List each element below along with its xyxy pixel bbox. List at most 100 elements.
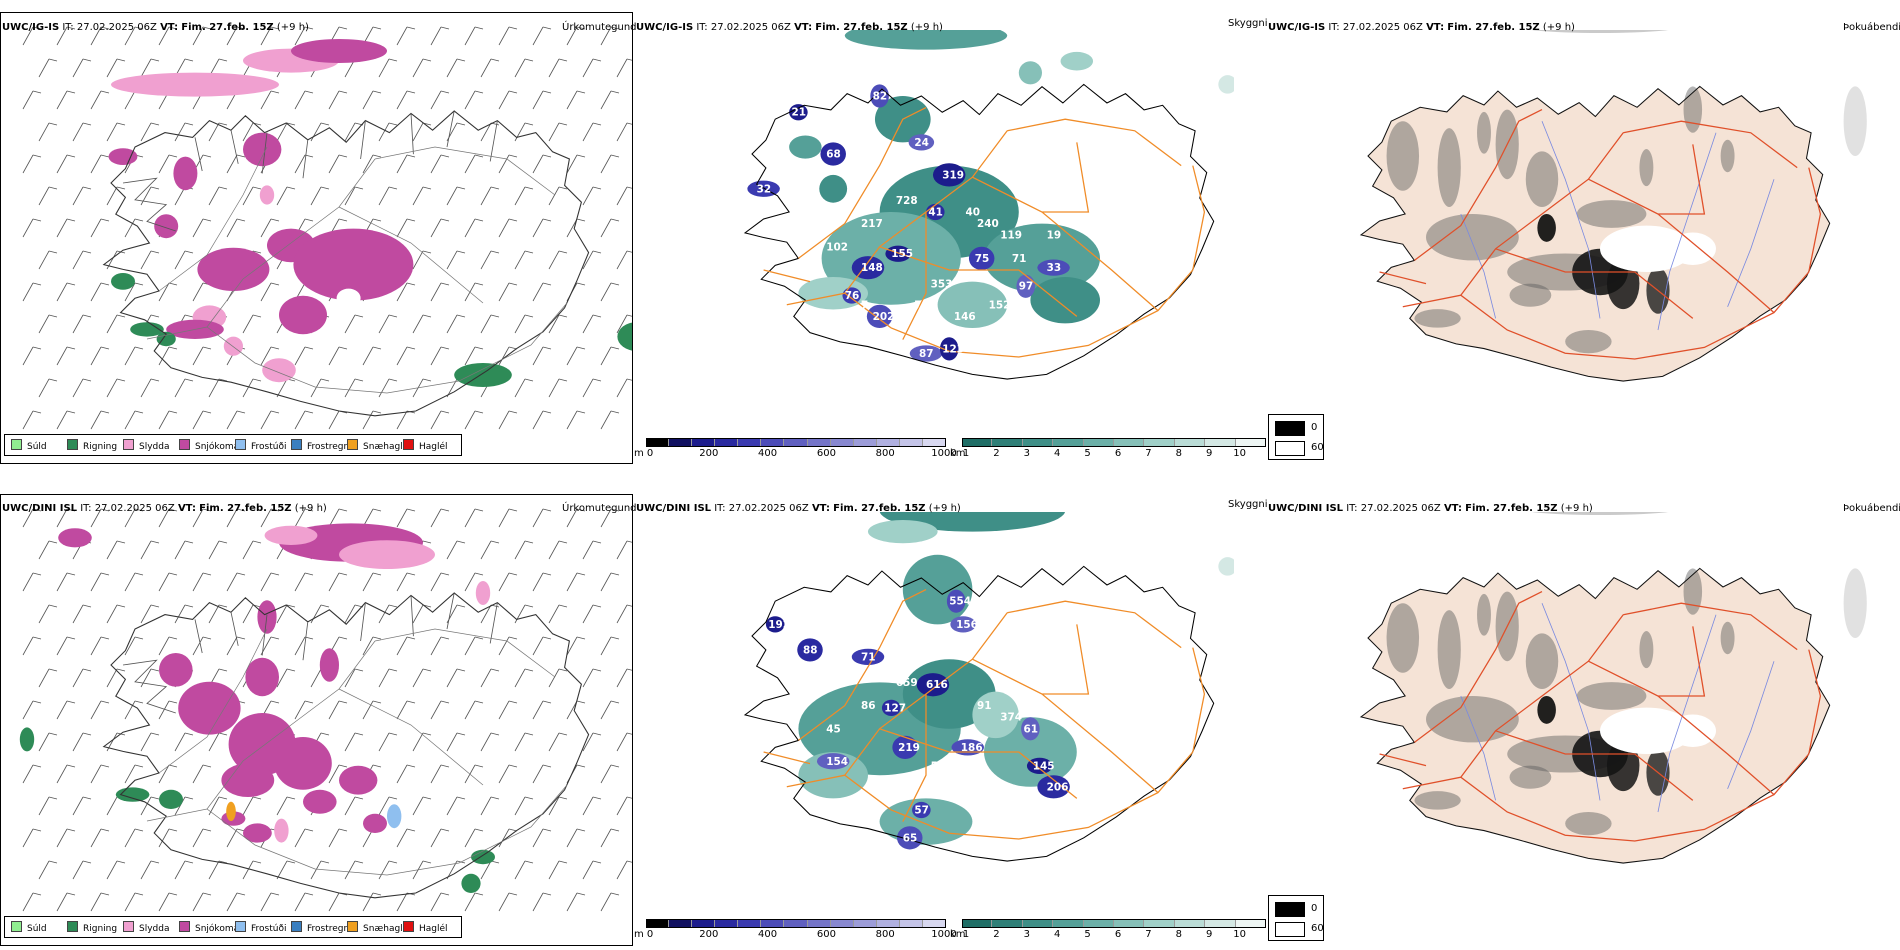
colorbar-tick: 1000: [931, 929, 957, 940]
visibility-value: 374: [1000, 712, 1022, 724]
map-shape: [1669, 232, 1716, 266]
visibility-value: 86: [861, 700, 876, 712]
legend-swatch: [67, 439, 78, 450]
colorbar-tick: 1: [962, 448, 970, 459]
legend-label: Rigning: [83, 442, 118, 452]
fog-shading: [1477, 593, 1491, 636]
colorbar-tick: 2: [993, 448, 1000, 459]
model-name: UWC/IG-IS: [636, 22, 694, 33]
visibility-value: 148: [861, 262, 883, 274]
rivers: [1460, 603, 1775, 813]
init-time: 27.02.2025 06Z: [94, 503, 175, 514]
visibility-value: 240: [977, 218, 999, 230]
visibility-value: 319: [942, 169, 964, 181]
fog-shading: [1386, 603, 1420, 673]
visibility-value: 145: [1033, 760, 1055, 772]
visibility-value: 58: [931, 760, 946, 772]
visibility-map-dini: 1924 88 71 554 156 616 127 219 186 61 145 206 57 65 15…: [634, 512, 1234, 912]
legend-swatch: [1275, 922, 1305, 937]
colorbar-cell: [992, 919, 1023, 928]
roads: [1379, 109, 1822, 360]
legend-label: Súld: [27, 442, 47, 452]
visibility-value: 7: [861, 299, 868, 311]
legend-label: Frostregn: [307, 442, 350, 452]
map-shape: [245, 657, 279, 697]
colorbar-unit: m: [634, 448, 644, 459]
visibility-value: 616: [926, 679, 948, 691]
fog-shading: [1639, 149, 1654, 187]
visibility-value: 219: [898, 742, 920, 754]
fog-shading: [1576, 200, 1647, 228]
legend-swatch: [347, 921, 358, 932]
map-shape: [293, 228, 414, 301]
valid-time: Fim. 27.feb. 15Z: [833, 503, 926, 514]
fog-shading: [1525, 151, 1559, 208]
roads: [763, 589, 1206, 840]
map-header: UWC/IG-IS IT: 27.02.2025 06Z VT: Fim. 27…: [2, 22, 309, 33]
colorbar-tick: 8: [1175, 929, 1182, 940]
colorbar-tick: 2: [993, 929, 1000, 940]
legend-label: Slydda: [139, 924, 170, 934]
cloud-base-patch: [765, 616, 785, 633]
map-shape: [868, 520, 938, 544]
cloud-base-patch: [892, 735, 918, 759]
model-name: UWC/IG-IS: [1268, 22, 1326, 33]
model-name: UWC/IG-IS: [2, 22, 60, 33]
fog-shading: [1509, 765, 1552, 789]
panel-title: Skyggni: [1228, 499, 1268, 510]
fog-shading: [1565, 330, 1612, 354]
colorbar-cell: [738, 438, 762, 447]
cloud-base-patch: [950, 616, 976, 633]
visibility-value: 71: [1012, 253, 1027, 265]
legend-label: Frostúði: [251, 924, 287, 934]
fog-shading: [1565, 812, 1612, 836]
colorbar-cell: [830, 919, 854, 928]
colorbar-tick: 3: [1023, 448, 1030, 459]
visibility-value: 223: [1012, 148, 1034, 160]
map-shape: [111, 72, 279, 97]
precip-legend-item: Snjókoma: [179, 921, 239, 934]
map-shape: [387, 804, 402, 829]
legend-swatch: [123, 439, 134, 450]
map-shape: [159, 789, 183, 809]
legend-swatch: [11, 921, 22, 932]
map-shape: [262, 358, 296, 383]
legend-label: 60: [1311, 923, 1324, 934]
colorbar-cell: [962, 919, 993, 928]
roads: [1379, 591, 1822, 842]
colorbar-cell: [876, 919, 900, 928]
rivers: [1460, 121, 1775, 331]
colorbar-tick: 200: [699, 929, 719, 940]
visibility-value: 40: [965, 206, 980, 218]
map-shape: [1606, 740, 1640, 792]
colorbar-cell: [646, 919, 670, 928]
cloud-base-patch: [916, 673, 950, 697]
visibility-value: 728: [896, 195, 918, 207]
colorbar-cell: [992, 438, 1023, 447]
colorbar-tick: 400: [758, 929, 778, 940]
visibility-value: 1924: [768, 619, 797, 631]
colorbar-tick: 7: [1145, 448, 1152, 459]
precip-legend-item: Snæhagl: [347, 439, 403, 452]
legend-label: 60: [1311, 442, 1324, 453]
wind-barbs: [22, 508, 632, 912]
cloud-base-patch: [789, 104, 808, 121]
map-shape: [274, 818, 289, 843]
legend-label: Snæhagl: [363, 924, 403, 934]
map-shape: [58, 528, 92, 548]
colorbar-tick: 4: [1054, 448, 1061, 459]
coastline: [102, 110, 590, 417]
cloud-base-patch: [946, 589, 966, 613]
precip-legend-item: Snæhagl: [347, 921, 403, 934]
visibility-value: 123: [942, 343, 964, 355]
lead-time: (+9 h): [1542, 22, 1575, 33]
cloud-base-patch: [1037, 259, 1070, 276]
visibility-value: 32: [757, 183, 772, 195]
fog-index-legend: 0 60: [1268, 414, 1324, 460]
valid-time: Fim. 27.feb. 15Z: [815, 22, 908, 33]
cloud-base-patch: [820, 142, 846, 166]
legend-swatch: [403, 921, 414, 932]
colorbar-cell: [899, 438, 923, 447]
visibility-value: 206: [849, 816, 871, 828]
map-shape: [19, 727, 35, 752]
